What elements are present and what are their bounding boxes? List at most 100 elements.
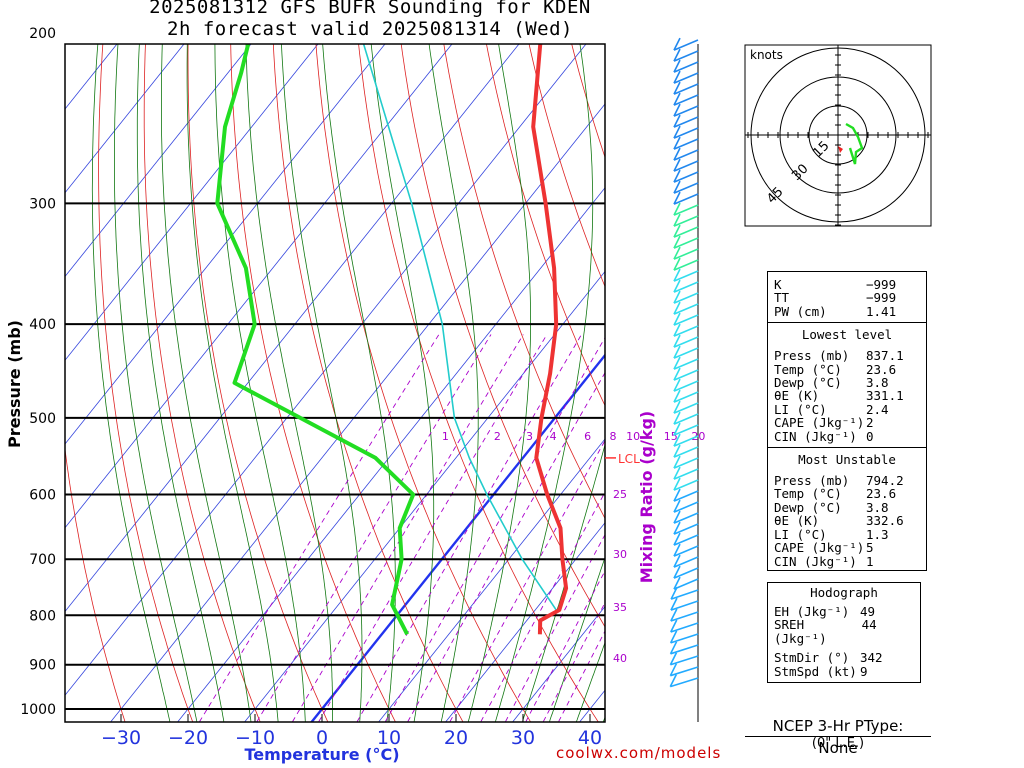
dewpoint-line bbox=[215, 44, 416, 636]
y-tick-label: 1000 bbox=[20, 702, 56, 718]
lowest-level-value: 2.4 bbox=[866, 401, 889, 417]
wind-barb bbox=[673, 378, 699, 392]
mixing-ratio-line bbox=[407, 371, 605, 722]
dry-adiabat-line bbox=[358, 44, 599, 722]
wind-barb bbox=[673, 422, 699, 436]
wind-barb bbox=[673, 213, 699, 227]
dry-adiabat-line bbox=[443, 44, 605, 520]
lowest-level-label: Dewp (°C) bbox=[774, 375, 842, 391]
lowest-level-value: 837.1 bbox=[866, 348, 904, 364]
mixing-ratio-line bbox=[384, 336, 605, 722]
wind-barb bbox=[673, 81, 699, 95]
index-row: K −999 bbox=[768, 278, 926, 292]
storm-motion-marker bbox=[838, 146, 843, 153]
x-axis-label: Temperature (°C) bbox=[244, 745, 399, 764]
lowest-level-value: 0 bbox=[866, 428, 874, 444]
moist-adiabat-line bbox=[521, 443, 605, 722]
dry-adiabat-line bbox=[98, 44, 194, 722]
dry-adiabat-line bbox=[571, 44, 605, 159]
isotherm-line bbox=[65, 44, 319, 361]
mixing-ratio-side-label: 25 bbox=[613, 488, 627, 501]
wind-barb bbox=[673, 477, 699, 491]
wind-barb bbox=[669, 630, 699, 644]
mixing-ratio-line bbox=[256, 334, 492, 722]
wind-barb bbox=[669, 663, 699, 677]
isotherm-line bbox=[244, 270, 605, 722]
wind-barb bbox=[673, 92, 699, 106]
wind-barb bbox=[673, 37, 699, 51]
lowest-level-row: CAPE (Jkg⁻¹) 2 bbox=[768, 415, 926, 431]
y-tick-label: 300 bbox=[29, 196, 56, 212]
wind-barb bbox=[673, 323, 699, 337]
most-unstable-title: Most Unstable bbox=[798, 452, 896, 468]
y-tick-label: 200 bbox=[29, 26, 56, 42]
plot-frame bbox=[64, 43, 606, 723]
wind-barb bbox=[670, 608, 699, 622]
isotherm-line bbox=[0, 0, 166, 729]
lowest-level-value: 331.1 bbox=[866, 388, 904, 404]
lowest-level-label: CIN (Jkg⁻¹) bbox=[774, 428, 857, 444]
mixing-ratio-line bbox=[480, 491, 605, 722]
hodograph-title: Hodograph bbox=[810, 585, 878, 600]
most-unstable-value: 794.2 bbox=[866, 473, 904, 489]
hodograph-label: EH (Jkg⁻¹) bbox=[774, 604, 850, 619]
wind-barb bbox=[673, 411, 699, 425]
index-label: TT bbox=[774, 290, 790, 306]
isotherm-line bbox=[65, 44, 520, 613]
hodograph-row: StmSpd (kt) 9 bbox=[768, 663, 920, 679]
hodograph-row: SREH (Jkg⁻¹) 44 bbox=[768, 618, 920, 645]
lowest-level-value: 3.8 bbox=[866, 375, 889, 391]
isotherm-line bbox=[445, 522, 605, 722]
wind-barb bbox=[673, 290, 699, 304]
wind-barb bbox=[673, 279, 699, 293]
moist-adiabat-line bbox=[370, 44, 435, 722]
mixing-ratio-tick-label: 3 bbox=[526, 430, 533, 443]
most-unstable-label: LI (°C) bbox=[774, 526, 827, 542]
index-row: TT −999 bbox=[768, 290, 926, 306]
dry-adiabat-line bbox=[65, 446, 126, 722]
lowest-level-title: Lowest level bbox=[801, 327, 893, 343]
wind-barb bbox=[673, 147, 699, 161]
moist-adiabat-line bbox=[160, 44, 252, 722]
isotherm-line bbox=[65, 44, 252, 278]
most-unstable-row: Temp (°C) 23.6 bbox=[768, 487, 926, 501]
x-tick-label: 40 bbox=[578, 727, 602, 749]
dry-adiabat-line bbox=[528, 44, 605, 288]
mixing-ratio-side-label: 30 bbox=[613, 548, 627, 561]
indices-table: K −999 TT −999 PW (cm) 1.41 Lowest level Pres… bbox=[767, 271, 927, 571]
x-tick-label: 0 bbox=[316, 727, 328, 749]
mixing-ratio-line bbox=[525, 570, 605, 722]
mixing-ratio-line bbox=[291, 334, 524, 722]
most-unstable-row: Press (mb) 794.2 bbox=[768, 473, 926, 489]
hodograph-label: StmDir (°) bbox=[774, 650, 850, 666]
wind-barb bbox=[673, 334, 699, 348]
lcl-label: LCL bbox=[618, 452, 640, 466]
wind-barb bbox=[673, 356, 699, 370]
parcel-line bbox=[362, 44, 559, 613]
moist-adiabat-line bbox=[548, 556, 605, 722]
lowest-level-row: LI (°C) 2.4 bbox=[768, 401, 926, 417]
isotherm-line bbox=[65, 44, 185, 194]
dry-adiabat-line bbox=[272, 44, 464, 722]
wind-barb bbox=[673, 59, 699, 73]
moist-adiabat-line bbox=[214, 44, 306, 722]
x-tick-label: 20 bbox=[444, 727, 468, 749]
wind-barb bbox=[673, 224, 699, 238]
hodograph-row: EH (Jkg⁻¹) 49 bbox=[768, 604, 920, 619]
hodograph-value: 49 bbox=[860, 604, 876, 619]
lowest-level-label: Temp (°C) bbox=[774, 361, 842, 377]
lowest-level-row: Temp (°C) 23.6 bbox=[768, 361, 926, 377]
mixing-ratio-tick-label: 6 bbox=[584, 430, 591, 443]
most-unstable-label: Dewp (°C) bbox=[774, 499, 842, 515]
hodograph-value: 9 bbox=[860, 663, 868, 679]
most-unstable-row: CAPE (Jkg⁻¹) 5 bbox=[768, 541, 926, 555]
moist-adiabat-line bbox=[91, 44, 171, 722]
lowest-level-label: CAPE (Jkg⁻¹) bbox=[774, 415, 865, 431]
wind-barb bbox=[673, 521, 699, 535]
wind-barb bbox=[673, 235, 699, 249]
temperature-line bbox=[531, 44, 569, 635]
mixing-ratio-tick-label: 4 bbox=[550, 430, 557, 443]
mixing-ratio-line bbox=[557, 630, 605, 722]
y-tick-label: 600 bbox=[29, 487, 56, 503]
wind-barb bbox=[670, 619, 699, 633]
